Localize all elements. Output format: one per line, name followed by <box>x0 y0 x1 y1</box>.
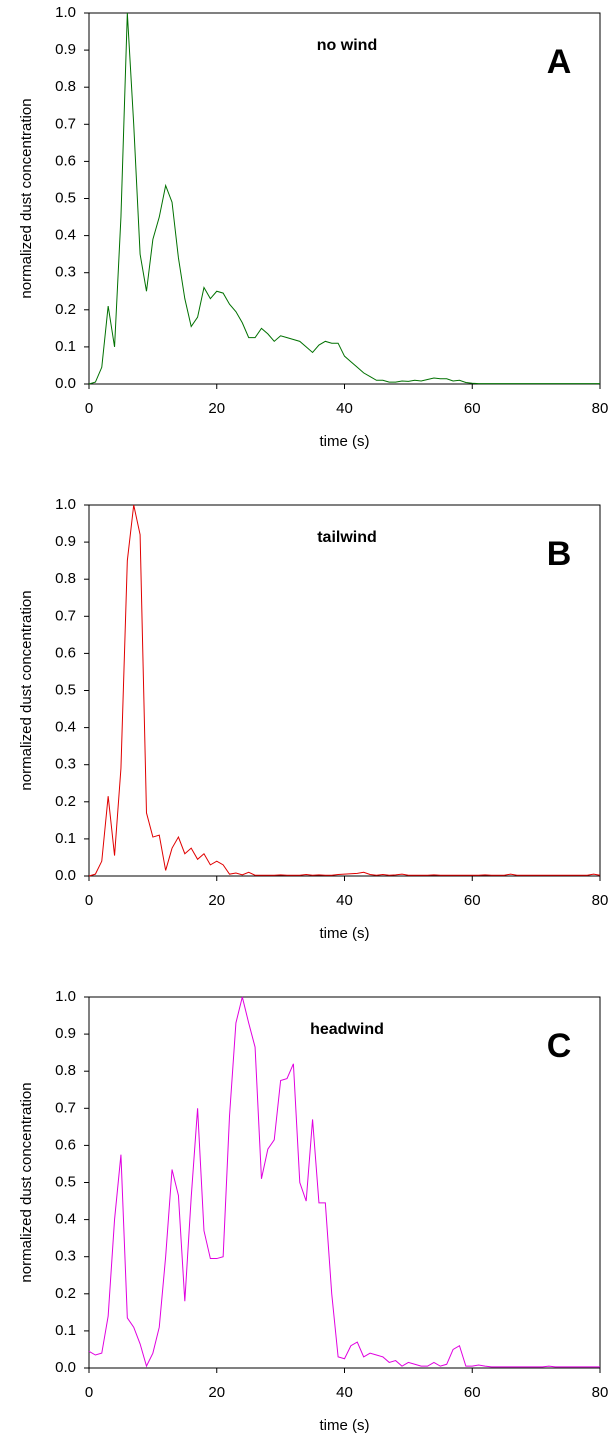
y-tick-label: 0.0 <box>55 867 76 884</box>
y-tick-label: 1.0 <box>55 4 76 21</box>
x-tick-label: 40 <box>336 892 353 909</box>
data-line <box>88 504 601 877</box>
y-tick-label: 0.1 <box>55 830 76 847</box>
y-tick-label: 0.4 <box>55 227 76 244</box>
x-tick-label: 0 <box>85 400 93 417</box>
y-tick-label: 1.0 <box>55 496 76 513</box>
x-tick-label: 60 <box>464 1384 481 1401</box>
y-tick-label: 0.8 <box>55 78 76 95</box>
chart-title: tailwind <box>317 529 377 546</box>
y-tick-label: 1.0 <box>55 988 76 1005</box>
y-tick-label: 0.7 <box>55 607 76 624</box>
y-tick-label: 0.3 <box>55 264 76 281</box>
y-tick-label: 0.9 <box>55 533 76 550</box>
y-tick-label: 0.4 <box>55 719 76 736</box>
data-line <box>88 12 600 385</box>
y-tick-label: 0.4 <box>55 1211 76 1228</box>
data-line <box>88 996 600 1368</box>
x-tick-label: 80 <box>592 400 609 417</box>
x-tick-label: 0 <box>85 892 93 909</box>
x-tick-label: 0 <box>85 1384 93 1401</box>
x-tick-label: 40 <box>336 1384 353 1401</box>
x-axis-label: time (s) <box>320 433 370 450</box>
plot-frame <box>88 996 601 1369</box>
x-axis-label: time (s) <box>320 925 370 942</box>
y-axis-label: normalized dust concentration <box>18 1082 35 1282</box>
x-tick-label: 80 <box>592 892 609 909</box>
x-tick-label: 20 <box>208 400 225 417</box>
y-tick-label: 0.9 <box>55 1025 76 1042</box>
y-tick-label: 0.5 <box>55 1173 76 1190</box>
chart-title: headwind <box>310 1021 384 1038</box>
y-tick-label: 0.8 <box>55 570 76 587</box>
x-tick-label: 20 <box>208 1384 225 1401</box>
chart-title: no wind <box>317 37 377 54</box>
y-tick-label: 0.6 <box>55 152 76 169</box>
y-tick-label: 0.7 <box>55 1099 76 1116</box>
y-tick-label: 0.3 <box>55 756 76 773</box>
panel-label: B <box>547 535 572 573</box>
y-axis-label: normalized dust concentration <box>18 590 35 790</box>
x-tick-label: 40 <box>336 400 353 417</box>
x-tick-label: 20 <box>208 892 225 909</box>
y-axis-label: normalized dust concentration <box>18 98 35 298</box>
y-tick-label: 0.2 <box>55 793 76 810</box>
x-axis-label: time (s) <box>320 1417 370 1434</box>
y-tick-label: 0.9 <box>55 41 76 58</box>
y-tick-label: 0.0 <box>55 1359 76 1376</box>
y-tick-label: 0.3 <box>55 1248 76 1265</box>
y-tick-label: 0.7 <box>55 115 76 132</box>
y-tick-label: 0.1 <box>55 338 76 355</box>
panel-label: C <box>547 1027 572 1065</box>
x-tick-label: 60 <box>464 400 481 417</box>
y-tick-label: 0.6 <box>55 644 76 661</box>
x-tick-label: 60 <box>464 892 481 909</box>
plot-frame <box>88 504 601 877</box>
plot-frame <box>88 12 601 385</box>
y-tick-label: 0.0 <box>55 375 76 392</box>
y-tick-label: 0.8 <box>55 1062 76 1079</box>
y-tick-label: 0.1 <box>55 1322 76 1339</box>
y-tick-label: 0.2 <box>55 301 76 318</box>
y-tick-label: 0.5 <box>55 681 76 698</box>
y-tick-label: 0.2 <box>55 1285 76 1302</box>
y-tick-label: 0.5 <box>55 189 76 206</box>
x-tick-label: 80 <box>592 1384 609 1401</box>
y-tick-label: 0.6 <box>55 1136 76 1153</box>
panel-label: A <box>547 43 572 81</box>
